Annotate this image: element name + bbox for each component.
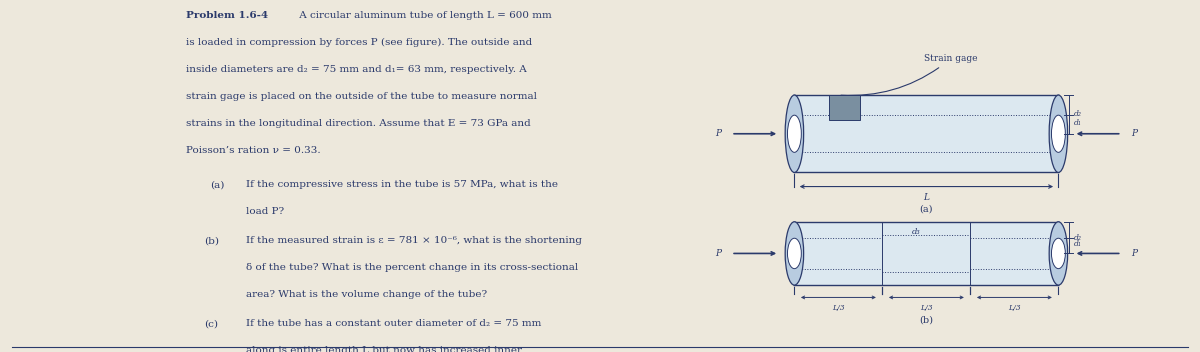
Text: (a): (a) xyxy=(210,180,224,189)
Text: P: P xyxy=(715,129,721,138)
Text: strain gage is placed on the outside of the tube to measure normal: strain gage is placed on the outside of … xyxy=(186,92,538,101)
Text: is loaded in compression by forces P (see figure). The outside and: is loaded in compression by forces P (se… xyxy=(186,38,533,47)
Text: P: P xyxy=(1132,249,1138,258)
Text: δ of the tube? What is the percent change in its cross-sectional: δ of the tube? What is the percent chang… xyxy=(246,263,578,272)
Text: d₃: d₃ xyxy=(912,228,920,237)
Text: If the tube has a constant outer diameter of d₂ = 75 mm: If the tube has a constant outer diamete… xyxy=(246,319,541,328)
Bar xyxy=(829,95,860,120)
Ellipse shape xyxy=(785,95,804,172)
Bar xyxy=(794,222,1058,285)
Text: d₂: d₂ xyxy=(1073,234,1081,241)
Text: d₂: d₂ xyxy=(1073,111,1081,118)
Text: L/3: L/3 xyxy=(1008,304,1021,312)
Bar xyxy=(794,95,1058,172)
Ellipse shape xyxy=(787,115,802,152)
Text: If the measured strain is ε = 781 × 10⁻⁶, what is the shortening: If the measured strain is ε = 781 × 10⁻⁶… xyxy=(246,236,582,245)
Text: Strain gage: Strain gage xyxy=(841,54,977,95)
Text: Poisson’s ration ν = 0.33.: Poisson’s ration ν = 0.33. xyxy=(186,146,320,155)
Text: (b): (b) xyxy=(204,236,218,245)
Text: L: L xyxy=(924,193,930,202)
Text: (c): (c) xyxy=(204,319,218,328)
Text: d₁: d₁ xyxy=(1073,119,1081,127)
Text: area? What is the volume change of the tube?: area? What is the volume change of the t… xyxy=(246,290,487,300)
Text: L/3: L/3 xyxy=(920,304,932,312)
Text: L/3: L/3 xyxy=(832,304,845,312)
Text: (a): (a) xyxy=(919,204,934,213)
Ellipse shape xyxy=(787,238,802,269)
Text: Problem 1.6-4: Problem 1.6-4 xyxy=(186,11,268,20)
Text: A circular aluminum tube of length L = 600 mm: A circular aluminum tube of length L = 6… xyxy=(296,11,552,20)
Text: strains in the longitudinal direction. Assume that E = 73 GPa and: strains in the longitudinal direction. A… xyxy=(186,119,530,128)
Ellipse shape xyxy=(1049,222,1068,285)
Text: load P?: load P? xyxy=(246,207,284,216)
Text: along is entire length L but now has increased inner: along is entire length L but now has inc… xyxy=(246,346,522,352)
Ellipse shape xyxy=(1051,115,1066,152)
Ellipse shape xyxy=(1051,238,1066,269)
Ellipse shape xyxy=(1049,95,1068,172)
Text: P: P xyxy=(1132,129,1138,138)
Ellipse shape xyxy=(785,222,804,285)
Text: d₁: d₁ xyxy=(1073,240,1081,248)
Text: inside diameters are d₂ = 75 mm and d₁= 63 mm, respectively. A: inside diameters are d₂ = 75 mm and d₁= … xyxy=(186,65,527,74)
Text: (b): (b) xyxy=(919,315,934,324)
Text: If the compressive stress in the tube is 57 MPa, what is the: If the compressive stress in the tube is… xyxy=(246,180,558,189)
Text: P: P xyxy=(715,249,721,258)
